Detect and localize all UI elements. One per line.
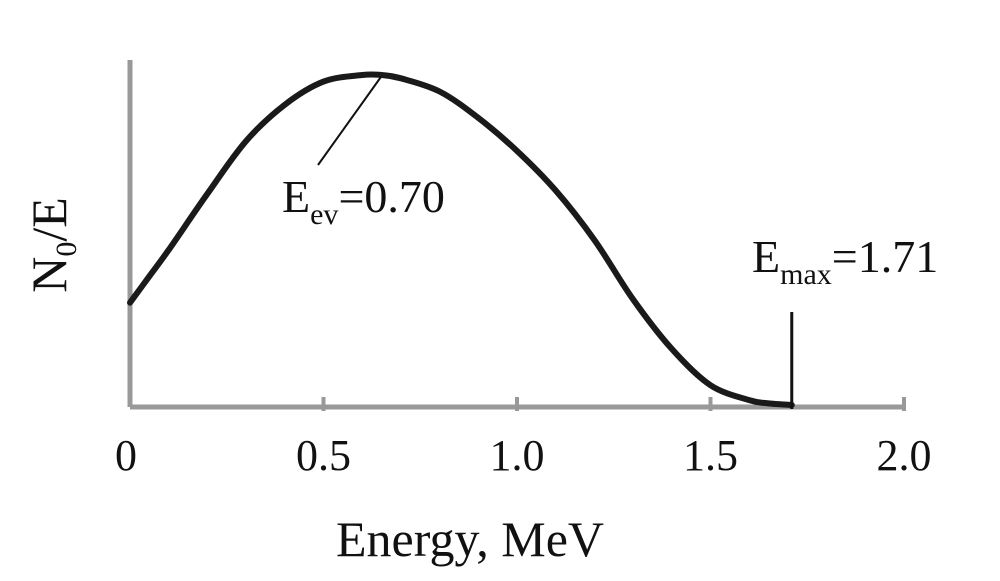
y-axis-title-rest: /E: [21, 197, 77, 241]
max-energy-annotation-main: E: [752, 231, 780, 282]
mean-energy-annotation-value: =0.70: [338, 171, 444, 222]
mean-energy-annotation-sub: ev: [310, 198, 338, 231]
y-axis-title-sub: 0: [50, 242, 83, 257]
x-axis-title: Energy, MeV: [336, 511, 604, 567]
max-energy-annotation-sub: max: [780, 258, 832, 291]
max-energy-annotation-value: =1.71: [832, 231, 938, 282]
x-tick-label-3: 1.5: [683, 431, 738, 480]
x-tick-label-0: 0: [115, 431, 137, 480]
y-axis-title-main: N: [21, 257, 77, 293]
x-tick-label-1: 0.5: [296, 431, 351, 480]
y-axis-title: N0/E: [21, 197, 83, 293]
x-axis-ticks: [321, 397, 906, 411]
x-tick-label-2: 1.0: [490, 431, 545, 480]
spectrum-curve: [127, 71, 795, 408]
mean-energy-annotation: Eev=0.70: [282, 171, 445, 231]
mean-energy-annotation-main: E: [282, 171, 310, 222]
max-energy-annotation: Emax=1.71: [752, 231, 938, 291]
mean-energy-leader-line: [317, 76, 382, 166]
x-axis-tick-labels: 0 0.5 1.0 1.5 2.0: [115, 431, 932, 480]
x-tick-label-4: 2.0: [877, 431, 932, 480]
